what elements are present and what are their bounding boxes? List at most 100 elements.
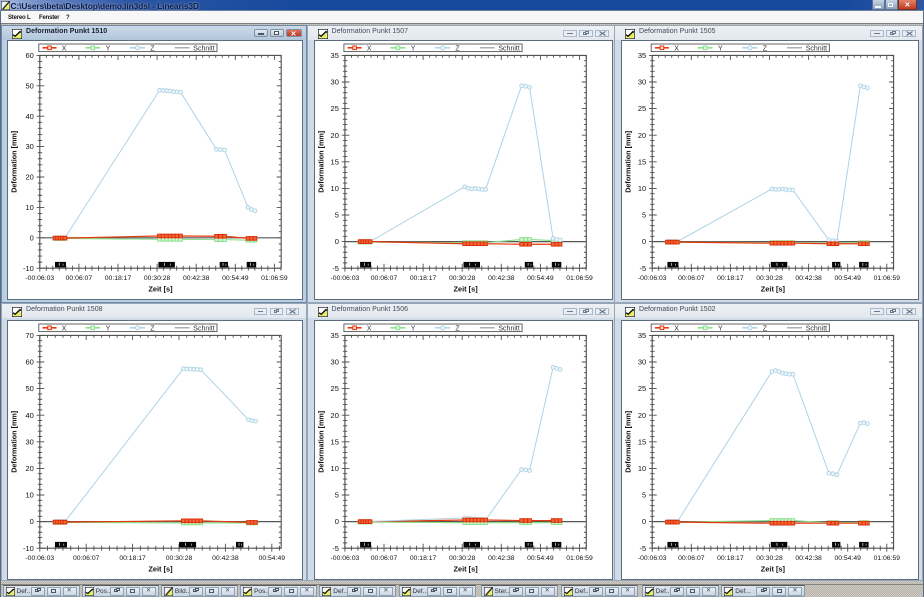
svg-text:01:06:59: 01:06:59 — [874, 555, 901, 562]
svg-text:50: 50 — [25, 81, 33, 90]
svg-text:15: 15 — [330, 157, 338, 166]
svg-text:X: X — [674, 45, 679, 52]
svg-text:00:42:38: 00:42:38 — [795, 275, 822, 282]
svg-text:0: 0 — [334, 237, 338, 246]
svg-text:00:18:17: 00:18:17 — [717, 555, 744, 562]
svg-text:00:30:28: 00:30:28 — [144, 275, 171, 282]
svg-text:30: 30 — [25, 437, 33, 446]
svg-text:Z: Z — [763, 325, 768, 332]
svg-text:Zeit [s]: Zeit [s] — [761, 565, 786, 574]
svg-text:50: 50 — [25, 384, 33, 393]
svg-text:-00:06:03: -00:06:03 — [638, 275, 667, 282]
svg-text:Zeit [s]: Zeit [s] — [148, 565, 173, 574]
svg-text:5: 5 — [334, 491, 338, 500]
svg-text:60: 60 — [25, 51, 33, 60]
svg-text:0: 0 — [334, 517, 338, 526]
svg-text:30: 30 — [25, 142, 33, 151]
svg-text:00:06:07: 00:06:07 — [370, 275, 397, 282]
svg-text:Z: Z — [150, 325, 155, 332]
svg-text:Zeit [s]: Zeit [s] — [453, 285, 478, 294]
svg-text:-00:06:03: -00:06:03 — [638, 555, 667, 562]
svg-text:00:06:07: 00:06:07 — [678, 555, 705, 562]
svg-text:10: 10 — [330, 184, 338, 193]
svg-text:Schnitt: Schnitt — [193, 45, 214, 52]
svg-text:-00:06:03: -00:06:03 — [25, 555, 54, 562]
svg-text:01:06:59: 01:06:59 — [566, 275, 593, 282]
svg-text:30: 30 — [330, 358, 338, 367]
svg-text:25: 25 — [330, 384, 338, 393]
svg-text:-10: -10 — [23, 544, 34, 553]
svg-text:X: X — [62, 325, 67, 332]
svg-text:5: 5 — [642, 491, 646, 500]
svg-text:35: 35 — [330, 331, 338, 340]
svg-text:00:18:17: 00:18:17 — [119, 555, 146, 562]
svg-text:Zeit [s]: Zeit [s] — [453, 565, 478, 574]
svg-text:Y: Y — [718, 325, 723, 332]
svg-text:Y: Y — [410, 325, 415, 332]
svg-text:20: 20 — [638, 411, 646, 420]
svg-text:15: 15 — [638, 437, 646, 446]
svg-text:10: 10 — [25, 203, 33, 212]
svg-text:Zeit [s]: Zeit [s] — [761, 285, 786, 294]
svg-text:-10: -10 — [23, 264, 34, 273]
svg-text:00:54:49: 00:54:49 — [259, 555, 286, 562]
svg-text:00:18:17: 00:18:17 — [409, 555, 436, 562]
svg-text:X: X — [366, 325, 371, 332]
svg-text:40: 40 — [25, 112, 33, 121]
svg-text:Zeit [s]: Zeit [s] — [148, 285, 173, 294]
svg-text:Deformation [mm]: Deformation [mm] — [10, 131, 19, 193]
svg-text:00:30:28: 00:30:28 — [166, 555, 193, 562]
svg-text:10: 10 — [638, 184, 646, 193]
svg-text:Schnitt: Schnitt — [193, 325, 214, 332]
svg-text:00:54:49: 00:54:49 — [834, 275, 861, 282]
svg-text:00:06:07: 00:06:07 — [73, 555, 100, 562]
svg-text:00:54:49: 00:54:49 — [222, 275, 249, 282]
svg-text:00:18:17: 00:18:17 — [409, 275, 436, 282]
svg-text:35: 35 — [330, 51, 338, 60]
svg-text:0: 0 — [642, 237, 646, 246]
svg-text:00:42:38: 00:42:38 — [488, 555, 515, 562]
svg-text:70: 70 — [25, 331, 33, 340]
svg-text:0: 0 — [642, 517, 646, 526]
svg-text:10: 10 — [638, 464, 646, 473]
svg-text:-5: -5 — [332, 264, 339, 273]
svg-text:X: X — [674, 325, 679, 332]
svg-text:Y: Y — [106, 325, 111, 332]
svg-text:00:30:28: 00:30:28 — [756, 275, 783, 282]
svg-text:Deformation [mm]: Deformation [mm] — [316, 131, 325, 193]
svg-text:00:42:38: 00:42:38 — [795, 555, 822, 562]
svg-text:00:54:49: 00:54:49 — [834, 555, 861, 562]
svg-text:00:06:07: 00:06:07 — [370, 555, 397, 562]
svg-text:Schnitt: Schnitt — [498, 325, 519, 332]
svg-text:-00:06:03: -00:06:03 — [330, 275, 359, 282]
svg-text:00:42:38: 00:42:38 — [488, 275, 515, 282]
svg-text:10: 10 — [25, 491, 33, 500]
svg-text:60: 60 — [25, 358, 33, 367]
svg-text:Deformation [mm]: Deformation [mm] — [624, 411, 633, 473]
svg-text:01:06:59: 01:06:59 — [566, 555, 593, 562]
svg-text:30: 30 — [330, 78, 338, 87]
svg-text:25: 25 — [638, 384, 646, 393]
svg-text:0: 0 — [30, 517, 34, 526]
svg-text:Z: Z — [455, 325, 460, 332]
svg-text:30: 30 — [638, 78, 646, 87]
svg-text:00:42:38: 00:42:38 — [212, 555, 239, 562]
svg-text:Schnitt: Schnitt — [806, 325, 827, 332]
svg-text:Z: Z — [763, 45, 768, 52]
svg-text:20: 20 — [638, 131, 646, 140]
svg-text:00:54:49: 00:54:49 — [527, 555, 554, 562]
svg-text:40: 40 — [25, 411, 33, 420]
svg-text:00:06:07: 00:06:07 — [66, 275, 93, 282]
svg-text:-5: -5 — [640, 264, 647, 273]
svg-text:10: 10 — [330, 464, 338, 473]
svg-text:20: 20 — [330, 131, 338, 140]
svg-text:Y: Y — [410, 45, 415, 52]
svg-text:X: X — [366, 45, 371, 52]
svg-text:20: 20 — [25, 173, 33, 182]
svg-text:Y: Y — [718, 45, 723, 52]
svg-text:15: 15 — [330, 437, 338, 446]
svg-text:Schnitt: Schnitt — [806, 45, 827, 52]
svg-text:00:18:17: 00:18:17 — [105, 275, 132, 282]
svg-text:00:18:17: 00:18:17 — [717, 275, 744, 282]
svg-text:35: 35 — [638, 331, 646, 340]
